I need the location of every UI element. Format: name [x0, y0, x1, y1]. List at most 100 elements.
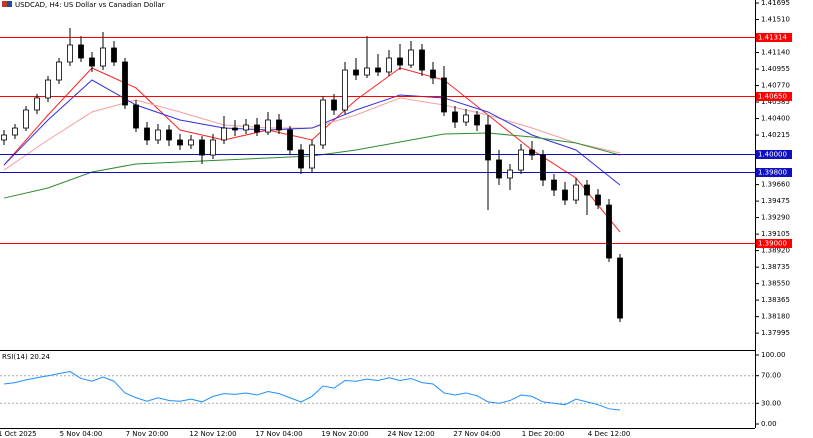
candle-body [100, 47, 106, 67]
symbol-icon [2, 1, 7, 7]
candle-body [34, 97, 40, 111]
candle-body [331, 99, 337, 111]
y-tick-label: 1.41510 [761, 16, 790, 24]
chart-title: USDCAD, H4: US Dollar vs Canadian Dollar [15, 1, 165, 9]
y-tick-label: 1.38735 [761, 263, 790, 271]
candle-body [551, 179, 557, 191]
x-tick-label: 7 Nov 20:00 [126, 430, 169, 438]
candle-body [397, 57, 403, 66]
y-tick-label: 1.40215 [761, 131, 790, 139]
candle-body [254, 124, 260, 133]
candle-body [221, 127, 227, 141]
y-tick-label: 1.39105 [761, 230, 790, 238]
candle-body [562, 189, 568, 201]
candle-body [474, 114, 480, 126]
candle-body [309, 144, 315, 169]
price-level-label: 1.39800 [758, 169, 787, 177]
y-tick-label: 30.00 [761, 399, 781, 407]
x-tick-label: 1 Dec 20:00 [522, 430, 565, 438]
candle-body [67, 44, 73, 63]
candle-body [122, 61, 128, 106]
candle-body [606, 204, 612, 259]
x-tick-label: 24 Nov 12:00 [387, 430, 434, 438]
candle-body [408, 49, 414, 66]
y-tick-label: 70.00 [761, 372, 781, 380]
moving-average [3, 79, 621, 186]
candle-body [441, 77, 447, 113]
candle-body [210, 139, 216, 156]
candle-body [199, 139, 205, 156]
candle-body [584, 184, 590, 196]
candle-body [23, 109, 29, 129]
y-tick-label: 1.40955 [761, 65, 790, 73]
candle-body [45, 79, 51, 99]
x-tick-label: 19 Nov 20:00 [321, 430, 368, 438]
candle-body [573, 184, 579, 201]
candle-body [386, 57, 392, 73]
candle-body [78, 44, 84, 59]
y-tick-label: 1.40400 [761, 115, 790, 123]
candle-body [529, 149, 535, 156]
y-tick-label: 1.38550 [761, 280, 790, 288]
candle-body [243, 124, 249, 131]
y-tick-label: 1.39660 [761, 181, 790, 189]
candle-body [265, 119, 271, 133]
y-tick-label: 0.00 [761, 420, 777, 428]
candle-body [342, 69, 348, 111]
candle-body [232, 127, 238, 131]
x-tick-label: 17 Nov 04:00 [255, 430, 302, 438]
candle-body [1, 134, 7, 141]
y-tick-label: 1.39290 [761, 214, 790, 222]
candle-body [276, 119, 282, 131]
price-level-label: 1.41314 [758, 34, 787, 42]
candle-body [89, 57, 95, 67]
candle-body [188, 139, 194, 146]
y-tick-label: 1.41140 [761, 49, 790, 57]
symbol-icon [7, 1, 12, 7]
price-level-label: 1.40650 [758, 93, 787, 101]
price-level-box [756, 92, 792, 101]
x-tick-label: 12 Nov 12:00 [189, 430, 236, 438]
price-level-box [756, 168, 792, 177]
price-level-box [756, 239, 792, 248]
x-tick-label: 31 Oct 2025 [0, 430, 37, 438]
candle-body [485, 124, 491, 161]
candle-body [375, 67, 381, 73]
candle-body [463, 114, 469, 123]
candle-body [298, 149, 304, 169]
x-tick-label: 5 Nov 04:00 [60, 430, 103, 438]
candle-body [56, 61, 62, 81]
candle-body [364, 67, 370, 76]
y-tick-label: 1.37995 [761, 329, 790, 337]
candle-body [507, 169, 513, 179]
y-tick-label: 1.40585 [761, 98, 790, 106]
candle-body [12, 127, 18, 136]
moving-average [3, 67, 621, 233]
x-tick-label: 27 Nov 04:00 [453, 430, 500, 438]
candle-body [320, 99, 326, 146]
candle-body [111, 47, 117, 63]
y-tick-label: 100.00 [761, 351, 786, 359]
price-level-label: 1.40000 [758, 151, 787, 159]
candle-body [133, 104, 139, 129]
price-level-box [756, 150, 792, 159]
candle-body [155, 129, 161, 141]
candle-body [166, 129, 172, 141]
candle-body [617, 257, 623, 319]
y-tick-label: 1.38180 [761, 313, 790, 321]
candle-body [430, 69, 436, 79]
y-tick-label: 1.38365 [761, 296, 790, 304]
x-tick-label: 4 Dec 12:00 [588, 430, 631, 438]
price-level-box [756, 33, 792, 42]
y-tick-label: 1.39475 [761, 197, 790, 205]
y-tick-label: 1.40770 [761, 82, 790, 90]
candle-body [177, 139, 183, 146]
candle-body [540, 154, 546, 181]
candle-body [452, 111, 458, 123]
candle-body [353, 69, 359, 76]
y-tick-label: 1.38920 [761, 247, 790, 255]
candle-body [144, 127, 150, 141]
rsi-line [3, 371, 621, 411]
